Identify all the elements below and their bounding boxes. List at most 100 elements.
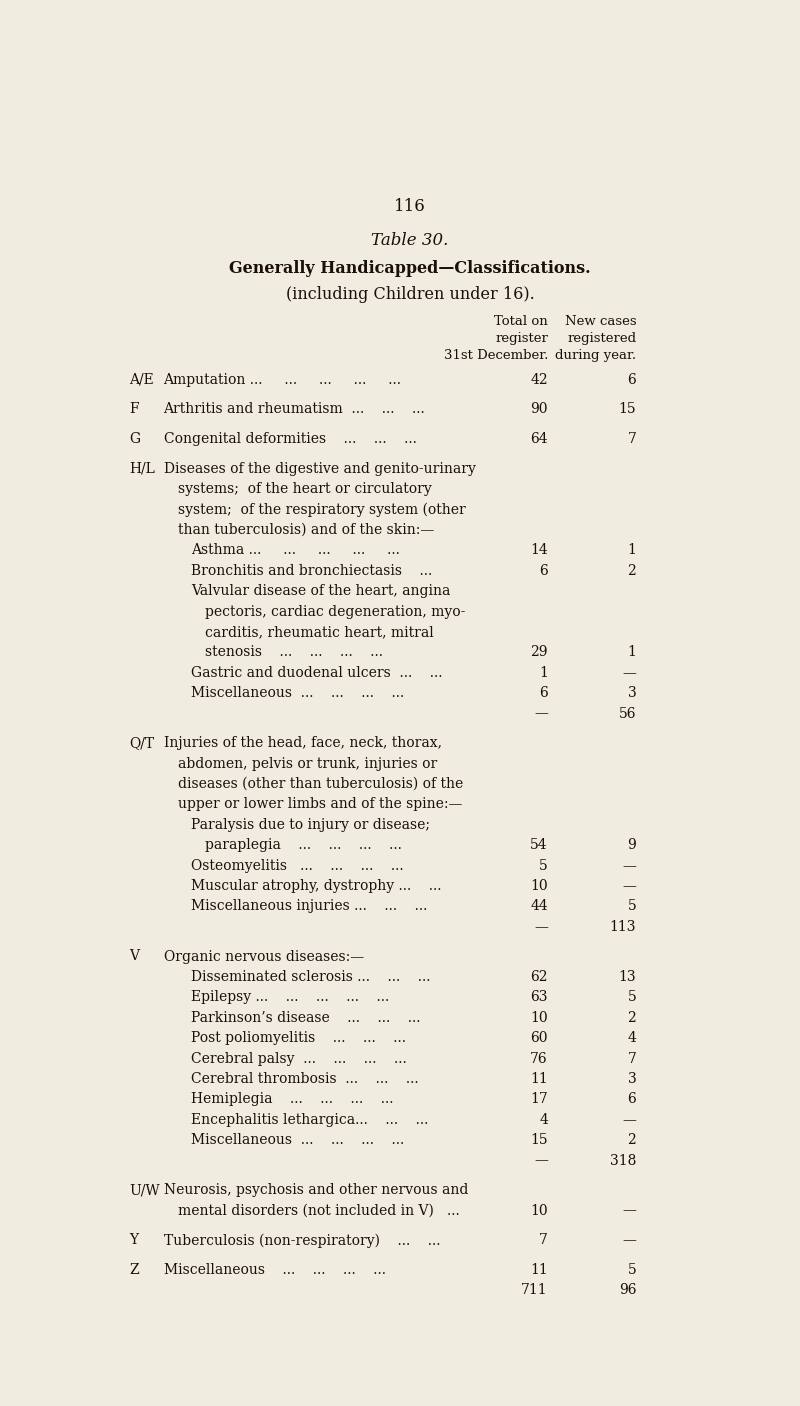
Text: —: — [622, 1204, 636, 1218]
Text: Arthritis and rheumatism  ...    ...    ...: Arthritis and rheumatism ... ... ... [163, 402, 426, 416]
Text: Muscular atrophy, dystrophy ...    ...: Muscular atrophy, dystrophy ... ... [191, 879, 442, 893]
Text: 113: 113 [610, 920, 636, 934]
Text: during year.: during year. [555, 349, 636, 361]
Text: 711: 711 [522, 1284, 548, 1298]
Text: upper or lower limbs and of the spine:—: upper or lower limbs and of the spine:— [178, 797, 462, 811]
Text: —: — [622, 1112, 636, 1126]
Text: 42: 42 [530, 373, 548, 387]
Text: A/E: A/E [130, 373, 154, 387]
Text: 64: 64 [530, 432, 548, 446]
Text: F: F [130, 402, 139, 416]
Text: 44: 44 [530, 900, 548, 914]
Text: —: — [534, 920, 548, 934]
Text: diseases (other than tuberculosis) of the: diseases (other than tuberculosis) of th… [178, 778, 462, 792]
Text: 2: 2 [627, 1011, 636, 1025]
Text: Encephalitis lethargica...    ...    ...: Encephalitis lethargica... ... ... [191, 1112, 429, 1126]
Text: 14: 14 [530, 543, 548, 557]
Text: 60: 60 [530, 1031, 548, 1045]
Text: H/L: H/L [130, 461, 155, 475]
Text: 6: 6 [539, 686, 548, 700]
Text: 10: 10 [530, 1204, 548, 1218]
Text: Gastric and duodenal ulcers  ...    ...: Gastric and duodenal ulcers ... ... [191, 666, 443, 679]
Text: Tuberculosis (non-respiratory)    ...    ...: Tuberculosis (non-respiratory) ... ... [163, 1233, 440, 1247]
Text: Paralysis due to injury or disease;: Paralysis due to injury or disease; [191, 818, 430, 832]
Text: 6: 6 [627, 373, 636, 387]
Text: register: register [495, 332, 548, 344]
Text: 7: 7 [627, 1052, 636, 1066]
Text: (including Children under 16).: (including Children under 16). [286, 285, 534, 302]
Text: Asthma ...     ...     ...     ...     ...: Asthma ... ... ... ... ... [191, 543, 400, 557]
Text: 6: 6 [539, 564, 548, 578]
Text: 7: 7 [627, 432, 636, 446]
Text: 2: 2 [627, 564, 636, 578]
Text: 1: 1 [539, 666, 548, 679]
Text: 10: 10 [530, 879, 548, 893]
Text: Bronchitis and bronchiectasis    ...: Bronchitis and bronchiectasis ... [191, 564, 433, 578]
Text: Generally Handicapped—Classifications.: Generally Handicapped—Classifications. [229, 260, 591, 277]
Text: 9: 9 [627, 838, 636, 852]
Text: abdomen, pelvis or trunk, injuries or: abdomen, pelvis or trunk, injuries or [178, 756, 437, 770]
Text: G: G [130, 432, 141, 446]
Text: 5: 5 [627, 900, 636, 914]
Text: 5: 5 [627, 990, 636, 1004]
Text: Organic nervous diseases:—: Organic nervous diseases:— [163, 949, 364, 963]
Text: 31st December.: 31st December. [443, 349, 548, 361]
Text: —: — [622, 859, 636, 873]
Text: 4: 4 [539, 1112, 548, 1126]
Text: Y: Y [130, 1233, 138, 1247]
Text: Valvular disease of the heart, angina: Valvular disease of the heart, angina [191, 583, 451, 598]
Text: 10: 10 [530, 1011, 548, 1025]
Text: —: — [622, 1233, 636, 1247]
Text: 29: 29 [530, 645, 548, 659]
Text: 15: 15 [618, 402, 636, 416]
Text: Diseases of the digestive and genito-urinary: Diseases of the digestive and genito-uri… [163, 461, 475, 475]
Text: 90: 90 [530, 402, 548, 416]
Text: U/W: U/W [130, 1184, 160, 1197]
Text: paraplegia    ...    ...    ...    ...: paraplegia ... ... ... ... [206, 838, 402, 852]
Text: 7: 7 [539, 1233, 548, 1247]
Text: —: — [534, 1153, 548, 1167]
Text: mental disorders (not included in V)   ...: mental disorders (not included in V) ... [178, 1204, 459, 1218]
Text: Osteomyelitis   ...    ...    ...    ...: Osteomyelitis ... ... ... ... [191, 859, 404, 873]
Text: 15: 15 [530, 1133, 548, 1147]
Text: Miscellaneous  ...    ...    ...    ...: Miscellaneous ... ... ... ... [191, 686, 405, 700]
Text: systems;  of the heart or circulatory: systems; of the heart or circulatory [178, 482, 431, 496]
Text: 1: 1 [627, 645, 636, 659]
Text: 56: 56 [619, 707, 636, 720]
Text: 3: 3 [627, 686, 636, 700]
Text: 6: 6 [627, 1092, 636, 1107]
Text: 2: 2 [627, 1133, 636, 1147]
Text: 96: 96 [619, 1284, 636, 1298]
Text: 5: 5 [627, 1263, 636, 1277]
Text: Amputation ...     ...     ...     ...     ...: Amputation ... ... ... ... ... [163, 373, 402, 387]
Text: 11: 11 [530, 1071, 548, 1085]
Text: Miscellaneous  ...    ...    ...    ...: Miscellaneous ... ... ... ... [191, 1133, 405, 1147]
Text: Table 30.: Table 30. [371, 232, 449, 249]
Text: system;  of the respiratory system (other: system; of the respiratory system (other [178, 502, 466, 517]
Text: 11: 11 [530, 1263, 548, 1277]
Text: Z: Z [130, 1263, 139, 1277]
Text: Injuries of the head, face, neck, thorax,: Injuries of the head, face, neck, thorax… [163, 737, 442, 751]
Text: 3: 3 [627, 1071, 636, 1085]
Text: 13: 13 [618, 970, 636, 984]
Text: Miscellaneous injuries ...    ...    ...: Miscellaneous injuries ... ... ... [191, 900, 428, 914]
Text: New cases: New cases [565, 315, 636, 328]
Text: Hemiplegia    ...    ...    ...    ...: Hemiplegia ... ... ... ... [191, 1092, 394, 1107]
Text: Post poliomyelitis    ...    ...    ...: Post poliomyelitis ... ... ... [191, 1031, 406, 1045]
Text: Parkinson’s disease    ...    ...    ...: Parkinson’s disease ... ... ... [191, 1011, 421, 1025]
Text: 63: 63 [530, 990, 548, 1004]
Text: 1: 1 [627, 543, 636, 557]
Text: Total on: Total on [494, 315, 548, 328]
Text: registered: registered [567, 332, 636, 344]
Text: 116: 116 [394, 198, 426, 215]
Text: carditis, rheumatic heart, mitral: carditis, rheumatic heart, mitral [206, 624, 434, 638]
Text: 4: 4 [627, 1031, 636, 1045]
Text: than tuberculosis) and of the skin:—: than tuberculosis) and of the skin:— [178, 523, 434, 537]
Text: Q/T: Q/T [130, 737, 154, 751]
Text: Miscellaneous    ...    ...    ...    ...: Miscellaneous ... ... ... ... [163, 1263, 386, 1277]
Text: 62: 62 [530, 970, 548, 984]
Text: 318: 318 [610, 1153, 636, 1167]
Text: Epilepsy ...    ...    ...    ...    ...: Epilepsy ... ... ... ... ... [191, 990, 390, 1004]
Text: stenosis    ...    ...    ...    ...: stenosis ... ... ... ... [206, 645, 383, 659]
Text: 76: 76 [530, 1052, 548, 1066]
